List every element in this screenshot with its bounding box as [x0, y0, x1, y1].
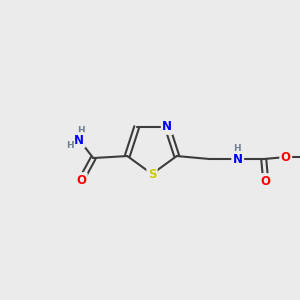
Text: H: H — [77, 125, 85, 134]
Text: N: N — [74, 134, 84, 146]
Text: S: S — [148, 167, 156, 181]
Text: O: O — [281, 151, 291, 164]
Text: O: O — [261, 175, 271, 188]
Text: N: N — [162, 121, 172, 134]
Text: H: H — [233, 143, 241, 152]
Text: N: N — [233, 152, 243, 166]
Text: O: O — [76, 173, 86, 187]
Text: H: H — [67, 140, 74, 149]
